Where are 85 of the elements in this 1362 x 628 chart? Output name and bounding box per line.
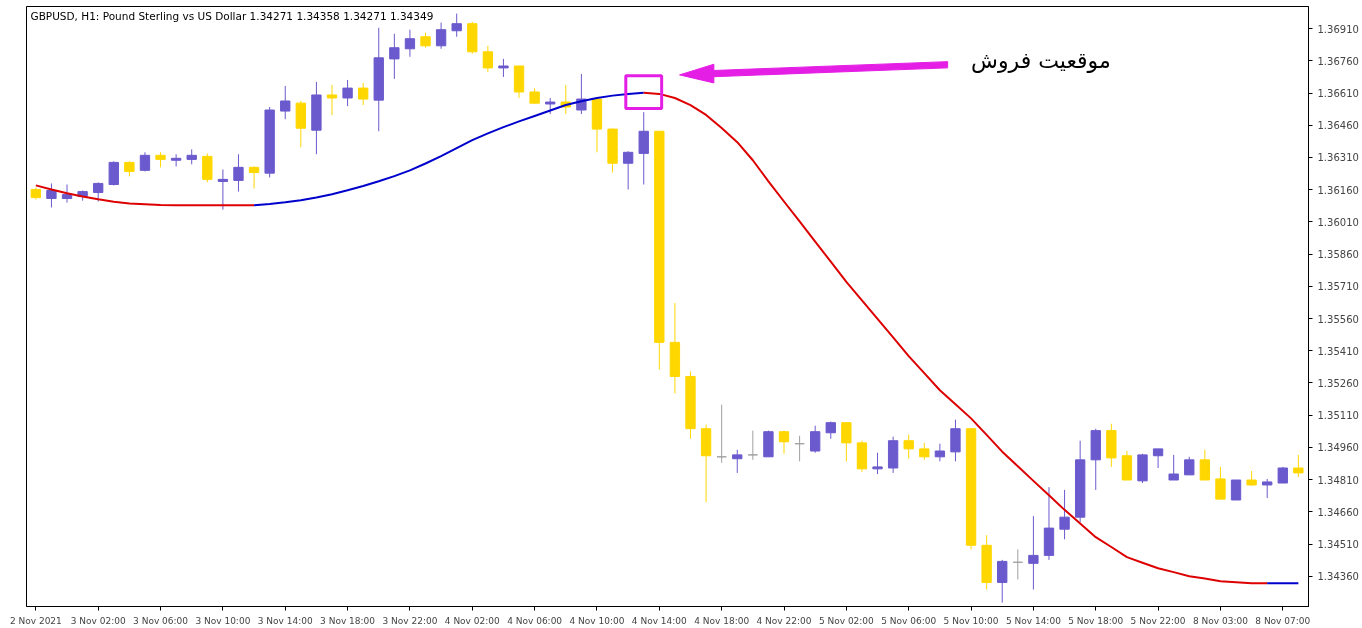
candlestick — [1152, 448, 1164, 469]
x-tick-label: 3 Nov 02:00 — [70, 615, 126, 626]
x-tick-label: 4 Nov 10:00 — [569, 615, 625, 626]
x-tick-label: 8 Nov 03:00 — [1192, 615, 1249, 626]
candlestick — [389, 33, 400, 80]
candlestick — [46, 182, 57, 208]
candlestick — [1028, 515, 1039, 591]
y-tick-label: 1.36310 — [1317, 152, 1359, 164]
candlestick — [1293, 454, 1304, 478]
candlestick — [1168, 454, 1179, 481]
y-tick-label: 1.36010 — [1317, 216, 1359, 228]
candlestick — [950, 419, 961, 462]
candlestick — [841, 422, 852, 462]
candlestick — [732, 449, 743, 474]
candlestick — [498, 58, 509, 78]
candlestick — [482, 45, 494, 73]
x-tick-label: 4 Nov 02:00 — [444, 615, 501, 626]
x-tick-label: 4 Nov 18:00 — [694, 615, 750, 626]
candlestick — [280, 85, 291, 120]
y-tick-label: 1.36910 — [1317, 23, 1359, 35]
y-tick-label: 1.35110 — [1317, 410, 1359, 422]
x-tick-label: 4 Nov 06:00 — [507, 615, 563, 626]
candlestick — [622, 150, 634, 190]
y-tick-label: 1.34360 — [1317, 571, 1359, 583]
candlestick — [747, 430, 759, 461]
x-tick-label: 5 Nov 18:00 — [1068, 615, 1124, 626]
x-tick-label: 2 Nov 2021 — [9, 615, 62, 626]
y-tick-label: 1.36760 — [1317, 55, 1359, 67]
candlestick — [108, 160, 119, 186]
x-tick-label: 3 Nov 22:00 — [382, 615, 438, 626]
candlestick — [1199, 449, 1211, 481]
candlestick — [233, 153, 244, 193]
candlestick — [326, 84, 338, 116]
x-tick-label: 3 Nov 14:00 — [257, 615, 313, 626]
x-tick-label: 5 Nov 10:00 — [943, 615, 999, 626]
x-tick-label: 3 Nov 06:00 — [133, 615, 189, 626]
candlestick — [1059, 489, 1070, 540]
x-tick-label: 5 Nov 14:00 — [1005, 615, 1062, 626]
y-tick-label: 1.35860 — [1317, 249, 1359, 261]
candlestick — [1184, 456, 1195, 476]
candlestick — [638, 111, 649, 186]
candlestick — [872, 452, 883, 475]
y-tick-label: 1.34510 — [1317, 539, 1359, 551]
candlestick — [358, 82, 369, 106]
x-tick-label: 5 Nov 06:00 — [881, 615, 937, 626]
candlestick — [810, 425, 821, 454]
candlestick — [716, 404, 727, 464]
x-tick-label: 3 Nov 10:00 — [195, 615, 251, 626]
x-tick-label: 8 Nov 07:00 — [1255, 615, 1311, 626]
x-tick-label: 3 Nov 18:00 — [320, 615, 376, 626]
x-tick-label: 5 Nov 02:00 — [818, 615, 875, 626]
y-tick-label: 1.35260 — [1317, 377, 1359, 389]
candlestick — [794, 435, 805, 462]
candlestick — [435, 22, 447, 50]
candlestick — [1262, 478, 1273, 499]
candlestick — [61, 184, 73, 204]
candlestick — [1230, 479, 1242, 501]
y-tick-label: 1.35560 — [1317, 313, 1359, 325]
y-tick-label: 1.35710 — [1317, 281, 1359, 293]
candlestick — [997, 559, 1008, 604]
x-tick-label: 4 Nov 14:00 — [631, 615, 688, 626]
y-tick-label: 1.36610 — [1317, 88, 1359, 100]
line-series — [34, 184, 256, 207]
candlestick — [1215, 466, 1226, 500]
annotation: موقعیت فروش — [971, 47, 1111, 74]
y-tick-label: 1.36460 — [1317, 120, 1359, 132]
candlestick — [342, 79, 353, 107]
x-tick-label: 4 Nov 22:00 — [756, 615, 812, 626]
y-tick-label: 1.35410 — [1317, 345, 1359, 357]
candlestick — [934, 443, 946, 462]
candlestick — [404, 29, 416, 58]
candlestick — [903, 434, 914, 460]
candlestick — [451, 13, 462, 38]
candlestick — [170, 153, 182, 167]
candlestick — [1012, 548, 1023, 580]
y-tick-label: 1.34810 — [1317, 474, 1359, 486]
candlestick — [248, 165, 260, 190]
candlestick — [93, 181, 104, 202]
chart-title: GBPUSD, H1: Pound Sterling vs US Dollar 1.34271 1.34358 1.34271 1.34349 — [30, 9, 434, 22]
y-tick-label: 1.34660 — [1317, 506, 1359, 518]
candlestick — [202, 152, 213, 183]
y-tick-label: 1.34960 — [1317, 442, 1359, 454]
x-tick-label: 5 Nov 22:00 — [1130, 615, 1186, 626]
y-tick-label: 1.36160 — [1317, 184, 1359, 196]
candlestick — [217, 168, 229, 211]
